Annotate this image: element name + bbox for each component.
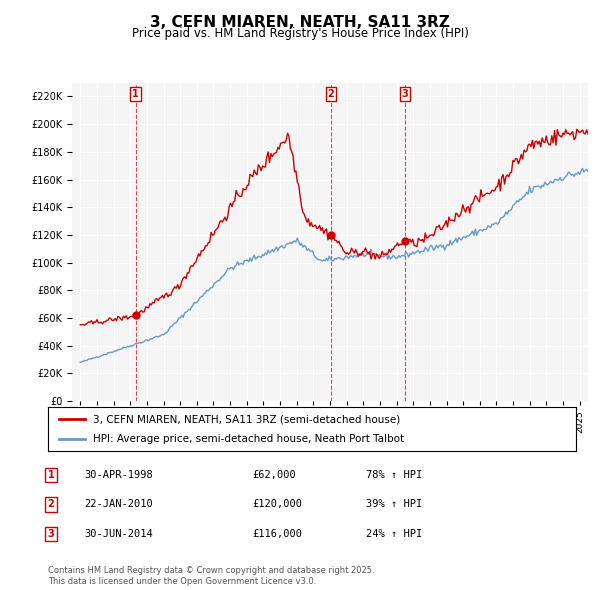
Text: 24% ↑ HPI: 24% ↑ HPI bbox=[366, 529, 422, 539]
Text: £116,000: £116,000 bbox=[252, 529, 302, 539]
Text: 3: 3 bbox=[401, 88, 408, 99]
Text: 2: 2 bbox=[328, 88, 334, 99]
Text: 1: 1 bbox=[47, 470, 55, 480]
Text: 22-JAN-2010: 22-JAN-2010 bbox=[84, 500, 153, 509]
Text: £62,000: £62,000 bbox=[252, 470, 296, 480]
Text: 30-APR-1998: 30-APR-1998 bbox=[84, 470, 153, 480]
Text: 39% ↑ HPI: 39% ↑ HPI bbox=[366, 500, 422, 509]
Text: 2: 2 bbox=[47, 500, 55, 509]
Text: £120,000: £120,000 bbox=[252, 500, 302, 509]
Text: 3, CEFN MIAREN, NEATH, SA11 3RZ: 3, CEFN MIAREN, NEATH, SA11 3RZ bbox=[150, 15, 450, 30]
Text: Price paid vs. HM Land Registry's House Price Index (HPI): Price paid vs. HM Land Registry's House … bbox=[131, 27, 469, 40]
Text: Contains HM Land Registry data © Crown copyright and database right 2025.
This d: Contains HM Land Registry data © Crown c… bbox=[48, 566, 374, 586]
Text: 30-JUN-2014: 30-JUN-2014 bbox=[84, 529, 153, 539]
Text: 1: 1 bbox=[133, 88, 139, 99]
Text: HPI: Average price, semi-detached house, Neath Port Talbot: HPI: Average price, semi-detached house,… bbox=[93, 434, 404, 444]
Text: 3, CEFN MIAREN, NEATH, SA11 3RZ (semi-detached house): 3, CEFN MIAREN, NEATH, SA11 3RZ (semi-de… bbox=[93, 415, 400, 424]
Text: 78% ↑ HPI: 78% ↑ HPI bbox=[366, 470, 422, 480]
Text: 3: 3 bbox=[47, 529, 55, 539]
